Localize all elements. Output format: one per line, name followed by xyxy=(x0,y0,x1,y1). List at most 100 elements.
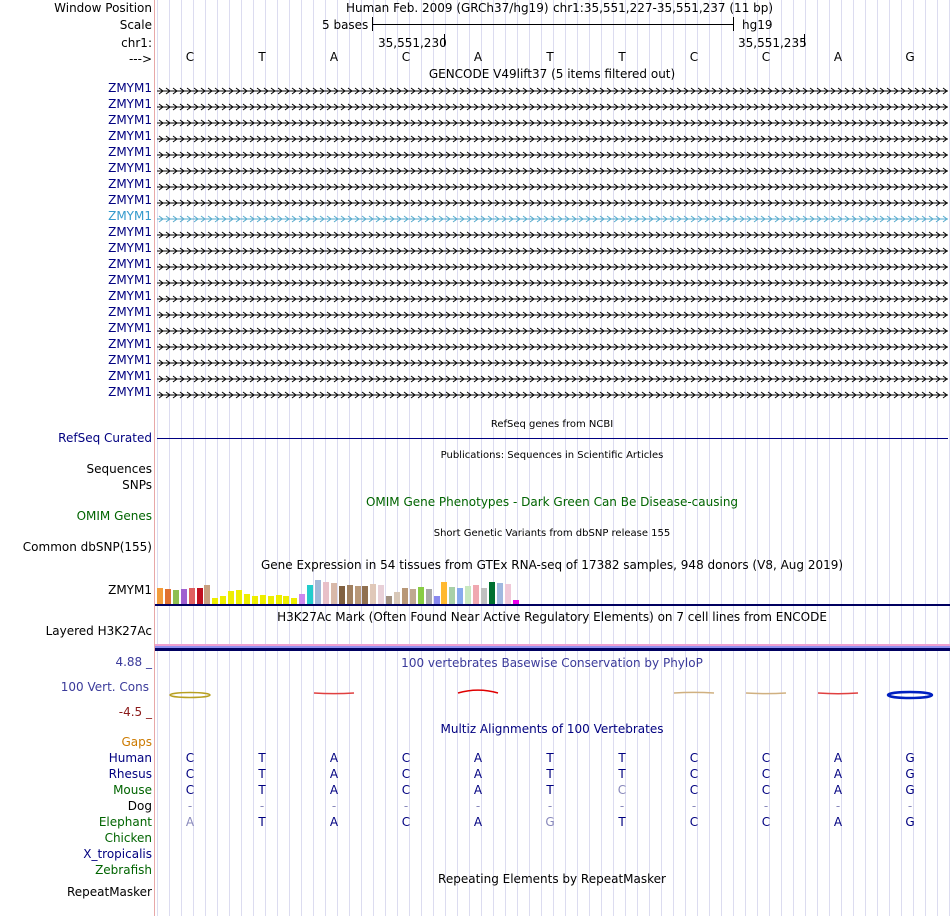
gencode-transcript[interactable] xyxy=(157,148,948,159)
gtex-tissue-bar[interactable] xyxy=(251,596,258,604)
gtex-tissue-bar[interactable] xyxy=(322,582,329,604)
gencode-item-label[interactable]: ZMYM1 xyxy=(108,305,152,319)
gtex-tissue-bar[interactable] xyxy=(228,591,235,604)
gtex-tissue-bar[interactable] xyxy=(504,584,511,604)
gtex-tissue-bar[interactable] xyxy=(180,589,187,604)
gtex-tissue-bar[interactable] xyxy=(512,600,519,604)
gencode-item-label[interactable]: ZMYM1 xyxy=(108,177,152,191)
multiz-species-label[interactable]: Rhesus xyxy=(108,767,152,781)
multiz-species-label[interactable]: Mouse xyxy=(113,783,152,797)
gtex-tissue-bar[interactable] xyxy=(157,588,163,604)
gencode-item-label[interactable]: ZMYM1 xyxy=(108,113,152,127)
gtex-tissue-bar[interactable] xyxy=(370,584,377,604)
gencode-transcript[interactable] xyxy=(157,180,948,191)
gencode-transcript[interactable] xyxy=(157,340,948,351)
multiz-species-label[interactable]: Dog xyxy=(127,799,152,813)
gencode-transcript[interactable] xyxy=(157,196,948,207)
gtex-tissue-bar[interactable] xyxy=(259,595,266,604)
h3k27ac-label[interactable]: Layered H3K27Ac xyxy=(45,624,152,638)
gencode-transcript[interactable] xyxy=(157,228,948,239)
dbsnp-label[interactable]: Common dbSNP(155) xyxy=(22,540,152,554)
gtex-tissue-bar[interactable] xyxy=(283,596,290,604)
gtex-tissue-bar[interactable] xyxy=(473,585,479,604)
gtex-tissue-bar[interactable] xyxy=(275,595,282,604)
gtex-tissue-bar[interactable] xyxy=(188,588,195,604)
multiz-species-label[interactable]: Elephant xyxy=(98,815,152,829)
cons-label[interactable]: 100 Vert. Cons xyxy=(60,680,149,694)
gencode-transcript[interactable] xyxy=(157,84,948,95)
gencode-item-label[interactable]: ZMYM1 xyxy=(108,337,152,351)
gtex-bar-chart[interactable] xyxy=(157,572,557,604)
gencode-transcript[interactable] xyxy=(157,276,948,287)
gtex-tissue-bar[interactable] xyxy=(433,596,440,604)
gtex-tissue-bar[interactable] xyxy=(299,594,306,604)
gencode-item-label[interactable]: ZMYM1 xyxy=(108,385,152,399)
gtex-tissue-bar[interactable] xyxy=(488,582,495,604)
gtex-tissue-bar[interactable] xyxy=(330,583,337,604)
gtex-tissue-bar[interactable] xyxy=(480,588,487,604)
gtex-tissue-bar[interactable] xyxy=(172,590,179,604)
gtex-tissue-bar[interactable] xyxy=(401,588,408,604)
gencode-item-label[interactable]: ZMYM1 xyxy=(108,97,152,111)
sequences-label[interactable]: Sequences xyxy=(86,462,152,476)
gencode-transcript[interactable] xyxy=(157,356,948,367)
gencode-item-label[interactable]: ZMYM1 xyxy=(108,369,152,383)
omim-label[interactable]: OMIM Genes xyxy=(76,509,152,523)
gencode-item-label[interactable]: ZMYM1 xyxy=(108,145,152,159)
gencode-transcript[interactable] xyxy=(157,116,948,127)
gencode-transcript[interactable] xyxy=(157,308,948,319)
gtex-tissue-bar[interactable] xyxy=(354,586,361,604)
gtex-tissue-bar[interactable] xyxy=(378,585,385,604)
gtex-tissue-bar[interactable] xyxy=(346,585,353,604)
gencode-item-label[interactable]: ZMYM1 xyxy=(108,257,152,271)
gtex-label[interactable]: ZMYM1 xyxy=(108,583,152,597)
gtex-tissue-bar[interactable] xyxy=(196,588,203,604)
gtex-tissue-bar[interactable] xyxy=(457,588,464,604)
gencode-item-label[interactable]: ZMYM1 xyxy=(108,129,152,143)
gencode-item-label[interactable]: ZMYM1 xyxy=(108,193,152,207)
gencode-item-label[interactable]: ZMYM1 xyxy=(108,161,152,175)
gtex-tissue-bar[interactable] xyxy=(386,596,393,604)
gtex-tissue-bar[interactable] xyxy=(204,585,211,604)
gencode-transcript[interactable] xyxy=(157,388,948,399)
gencode-item-label[interactable]: ZMYM1 xyxy=(108,81,152,95)
gencode-item-label[interactable]: ZMYM1 xyxy=(108,225,152,239)
gtex-tissue-bar[interactable] xyxy=(236,590,242,604)
multiz-species-label[interactable]: Zebrafish xyxy=(95,863,152,877)
gencode-item-label[interactable]: ZMYM1 xyxy=(108,273,152,287)
multiz-species-label[interactable]: Chicken xyxy=(104,831,152,845)
gencode-transcript[interactable] xyxy=(157,372,948,383)
snps-label[interactable]: SNPs xyxy=(122,478,152,492)
refseq-label[interactable]: RefSeq Curated xyxy=(58,431,152,445)
gtex-tissue-bar[interactable] xyxy=(338,586,345,604)
gtex-tissue-bar[interactable] xyxy=(425,589,432,604)
multiz-species-label[interactable]: X_tropicalis xyxy=(83,847,152,861)
gencode-item-label[interactable]: ZMYM1 xyxy=(108,241,152,255)
gtex-tissue-bar[interactable] xyxy=(394,592,400,604)
gencode-transcript[interactable] xyxy=(157,244,948,255)
gtex-tissue-bar[interactable] xyxy=(315,580,321,604)
gencode-transcript[interactable] xyxy=(157,100,948,111)
gtex-tissue-bar[interactable] xyxy=(409,589,416,604)
gtex-tissue-bar[interactable] xyxy=(212,598,219,604)
gencode-item-label[interactable]: ZMYM1 xyxy=(108,353,152,367)
gencode-transcript[interactable] xyxy=(157,260,948,271)
gtex-tissue-bar[interactable] xyxy=(291,598,298,604)
gtex-tissue-bar[interactable] xyxy=(496,583,503,604)
gencode-item-label[interactable]: ZMYM1 xyxy=(108,321,152,335)
gencode-transcript[interactable] xyxy=(157,164,948,175)
gencode-transcript[interactable] xyxy=(157,292,948,303)
gtex-tissue-bar[interactable] xyxy=(307,585,314,604)
gtex-tissue-bar[interactable] xyxy=(220,596,227,604)
track-area[interactable] xyxy=(155,0,950,916)
repeatmasker-label[interactable]: RepeatMasker xyxy=(66,885,152,899)
gtex-tissue-bar[interactable] xyxy=(449,587,456,604)
gtex-tissue-bar[interactable] xyxy=(465,586,472,604)
refseq-gene-line[interactable] xyxy=(157,438,948,439)
multiz-species-label[interactable]: Human xyxy=(108,751,152,765)
gtex-tissue-bar[interactable] xyxy=(243,594,250,604)
gtex-tissue-bar[interactable] xyxy=(267,596,274,604)
gtex-tissue-bar[interactable] xyxy=(164,589,171,604)
gencode-item-label[interactable]: ZMYM1 xyxy=(108,289,152,303)
